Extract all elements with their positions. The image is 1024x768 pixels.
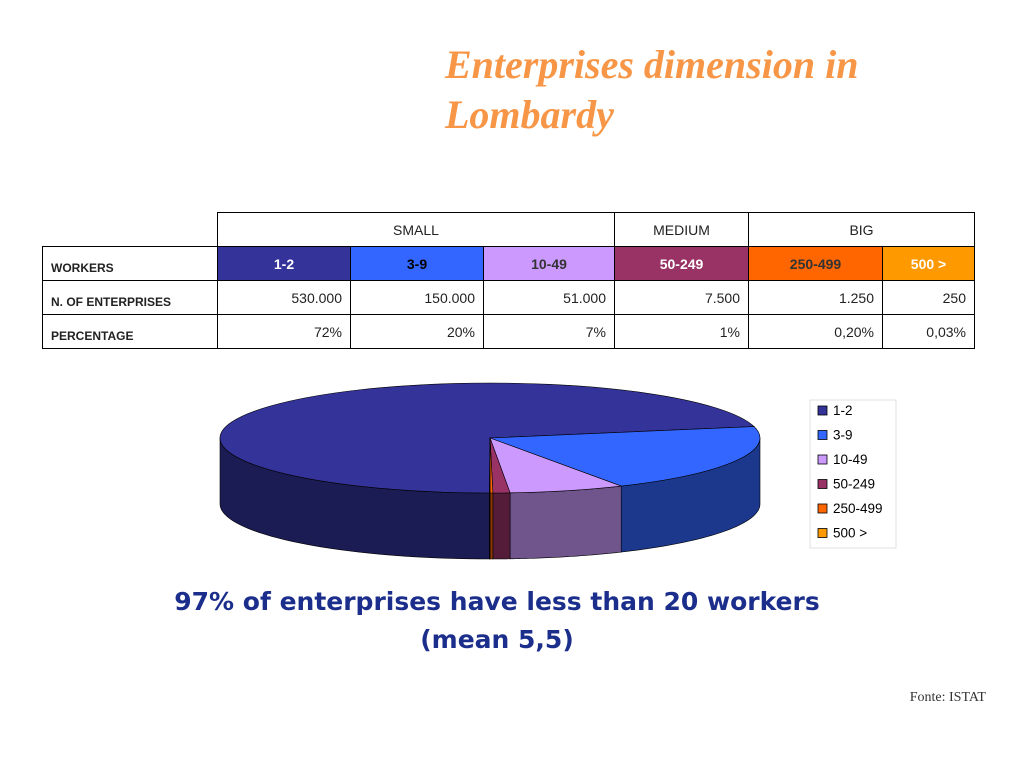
pie-chart: 1-2 3-9 10-49 50-249 250-499 500 >	[219, 382, 897, 560]
enterprises-10-49: 51.000	[483, 280, 615, 315]
legend-swatch-50-249	[817, 479, 828, 489]
row-label-workers: WORKERS	[42, 246, 218, 281]
enterprises-500-plus: 250	[882, 280, 975, 315]
percentage-500-plus: 0,03%	[882, 314, 975, 349]
percentage-250-499: 0,20%	[748, 314, 883, 349]
enterprises-1-2: 530.000	[217, 280, 351, 315]
headline-line-1: 97% of enterprises have less than 20 wor…	[174, 587, 820, 616]
headline: 97% of enterprises have less than 20 wor…	[80, 583, 914, 659]
class-250-499: 250-499	[748, 246, 883, 281]
row-label-percentage: PERCENTAGE	[42, 314, 218, 349]
group-medium: MEDIUM	[614, 212, 749, 247]
legend-label-10-49: 10-49	[833, 452, 868, 467]
legend-label-3-9: 3-9	[833, 428, 853, 443]
pie-slice-1-2	[219, 382, 755, 494]
enterprises-250-499: 1.250	[748, 280, 883, 315]
group-header-row: SMALL MEDIUM BIG	[42, 212, 975, 247]
enterprises-3-9: 150.000	[350, 280, 484, 315]
pie-side-500	[489, 492, 491, 560]
percentage-1-2: 72%	[217, 314, 351, 349]
class-500-plus: 500 >	[882, 246, 975, 281]
legend-label-500: 500 >	[833, 526, 867, 541]
legend-box	[809, 399, 897, 549]
legend-swatch-1-2	[817, 405, 828, 416]
class-1-2: 1-2	[217, 246, 351, 281]
group-small: SMALL	[217, 212, 615, 247]
workers-row: WORKERS 1-2 3-9 10-49 50-249 250-499 500…	[42, 246, 975, 281]
class-10-49: 10-49	[483, 246, 615, 281]
pie-side-250-499	[489, 492, 494, 560]
legend-swatch-500	[817, 528, 828, 538]
percentage-50-249: 1%	[614, 314, 749, 349]
legend-swatch-10-49	[817, 454, 828, 465]
legend-label-250-499: 250-499	[833, 501, 883, 516]
source-note: Fonte: ISTAT	[909, 690, 986, 705]
class-50-249: 50-249	[614, 246, 749, 281]
group-big: BIG	[748, 212, 975, 247]
pie-side-50-249	[492, 492, 511, 560]
percentage-row: PERCENTAGE 72% 20% 7% 1% 0,20% 0,03%	[42, 314, 975, 349]
row-label-enterprises: N. OF ENTERPRISES	[42, 280, 218, 315]
corner-cell	[42, 212, 218, 247]
enterprises-table: SMALL MEDIUM BIG WORKERS 1-2 3-9 10-49 5…	[42, 212, 975, 349]
enterprises-row: N. OF ENTERPRISES 530.000 150.000 51.000…	[42, 280, 975, 315]
pie-slice-500	[489, 437, 491, 494]
enterprises-50-249: 7.500	[614, 280, 749, 315]
legend-label-1-2: 1-2	[833, 403, 853, 418]
percentage-10-49: 7%	[483, 314, 615, 349]
percentage-3-9: 20%	[350, 314, 484, 349]
pie-slice-10-49	[489, 437, 622, 494]
legend-label-50-249: 50-249	[833, 477, 875, 492]
headline-line-2: (mean 5,5)	[420, 625, 574, 654]
slide-title: Enterprises dimension in Lombardy	[445, 42, 859, 137]
legend-swatch-3-9	[817, 430, 828, 440]
pie-side-10-49	[509, 485, 622, 560]
legend-swatch-250-499	[817, 503, 828, 514]
pie-slice-3-9	[489, 426, 761, 487]
class-3-9: 3-9	[350, 246, 484, 281]
